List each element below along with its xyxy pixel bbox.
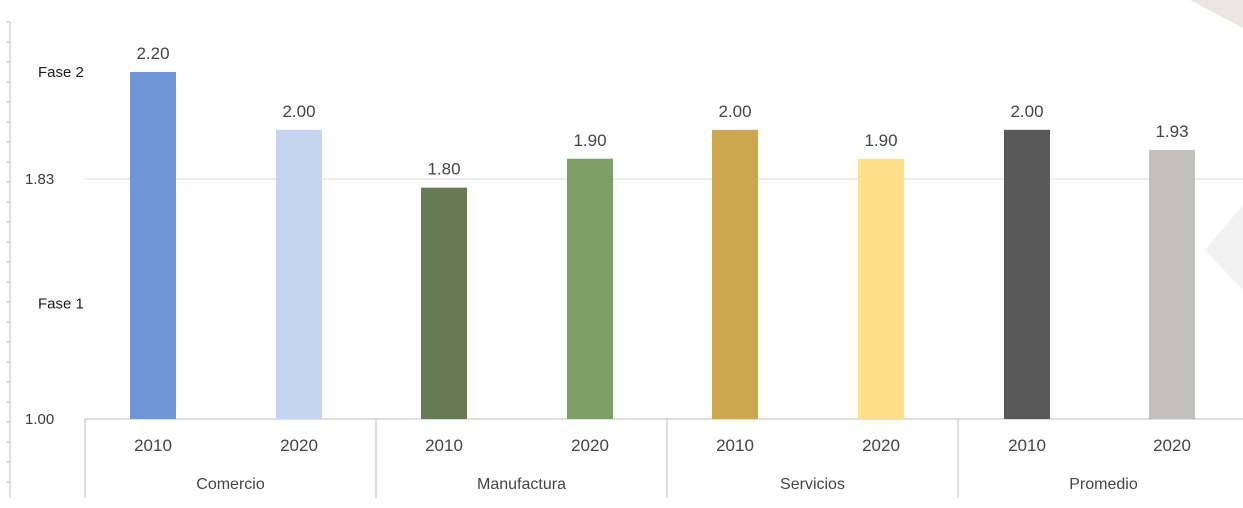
x-tick-label: 2010 bbox=[425, 436, 463, 455]
x-tick-label: 2010 bbox=[716, 436, 754, 455]
x-tick-label: 2020 bbox=[571, 436, 609, 455]
category-group-label: Manufactura bbox=[477, 476, 566, 493]
bar-promedio-2020 bbox=[1149, 150, 1195, 419]
x-tick-label: 2020 bbox=[862, 436, 900, 455]
phase-label: Fase 1 bbox=[38, 295, 84, 312]
corner-decoration bbox=[1190, 0, 1243, 28]
data-label: 2.00 bbox=[1010, 102, 1043, 121]
bar-manufactura-2010 bbox=[421, 187, 467, 419]
category-group-label: Promedio bbox=[1069, 476, 1138, 493]
data-label: 1.90 bbox=[573, 131, 606, 150]
x-tick-label: 2010 bbox=[1008, 436, 1046, 455]
bar-comercio-2020 bbox=[276, 129, 322, 420]
side-decoration bbox=[1205, 205, 1243, 290]
data-label: 1.90 bbox=[864, 131, 897, 150]
data-label: 2.20 bbox=[136, 44, 169, 63]
y-tick-label: 1.83 bbox=[25, 171, 54, 188]
data-label: 2.00 bbox=[718, 102, 751, 121]
bar-servicios-2020 bbox=[858, 158, 904, 419]
data-label: 1.80 bbox=[427, 160, 460, 179]
bar-comercio-2010 bbox=[130, 72, 176, 419]
category-group-label: Comercio bbox=[196, 476, 265, 493]
bar-manufactura-2020 bbox=[567, 158, 613, 419]
bar-promedio-2010 bbox=[1004, 129, 1050, 420]
x-tick-label: 2010 bbox=[134, 436, 172, 455]
x-tick-label: 2020 bbox=[280, 436, 318, 455]
phase-label: Fase 2 bbox=[38, 64, 84, 81]
data-label: 1.93 bbox=[1155, 122, 1188, 141]
category-group-label: Servicios bbox=[780, 476, 845, 493]
x-tick-label: 2020 bbox=[1153, 436, 1191, 455]
bar-servicios-2010 bbox=[712, 129, 758, 420]
y-tick-label: 1.00 bbox=[25, 411, 54, 428]
data-label: 2.00 bbox=[282, 102, 315, 121]
